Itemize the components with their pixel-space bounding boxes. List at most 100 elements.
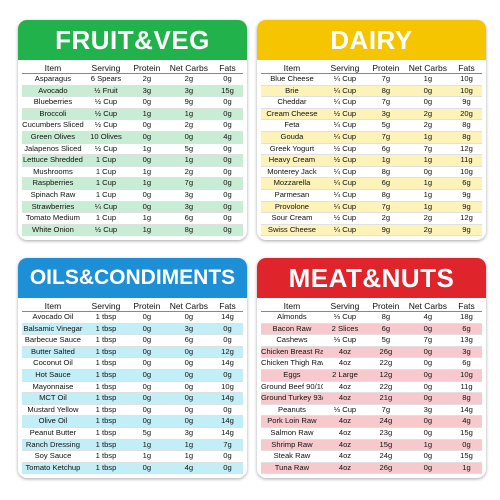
cell-protein: 3g (128, 85, 166, 98)
cell-protein: 24g (367, 415, 405, 428)
table-row: Sour Cream ½ Cup 2g 2g 12g (261, 212, 482, 225)
cell-fats: 0g (212, 450, 243, 463)
cell-fats: 10g (451, 369, 482, 382)
card-fruitveg: FRUIT&VEG Item Serving Protein Net Carbs Fat… (18, 20, 247, 240)
cell-item: Mustard Yellow (22, 404, 84, 417)
table-row: Swiss Cheese ¼ Cup 9g 2g 9g (261, 224, 482, 237)
cell-fats: 4g (451, 415, 482, 428)
table-row: Cucumbers Sliced ½ Cup 0g 2g 0g (22, 119, 243, 132)
cell-protein: 7g (367, 201, 405, 214)
table-row: Asparagus 6 Spears 2g 2g 0g (22, 73, 243, 86)
cell-item: Spinach Raw (22, 189, 84, 202)
cell-item: Chicken Thigh Raw (261, 357, 323, 370)
table-row: Cashews ⅓ Cup 5g 7g 13g (261, 334, 482, 347)
cell-fats: 15g (451, 450, 482, 463)
table-row: Raspberries 1 Cup 1g 7g 0g (22, 177, 243, 190)
cell-serving: 4oz (322, 392, 368, 405)
cell-fats: 0g (212, 119, 243, 132)
cell-net-carbs: 1g (404, 154, 452, 167)
cell-serving: 2 Slices (322, 323, 368, 336)
table-row: Blueberries ½ Cup 0g 9g 0g (22, 96, 243, 109)
cell-protein: 22g (367, 357, 405, 370)
cell-item: Cashews (261, 334, 323, 347)
cell-net-carbs: 0g (165, 131, 213, 144)
cell-net-carbs: 0g (404, 427, 452, 440)
cell-protein: 0g (128, 323, 166, 336)
column-header-item: Item (261, 300, 323, 312)
table-row: Heavy Cream ½ Cup 1g 1g 11g (261, 154, 482, 167)
cell-serving: ¼ Cup (322, 177, 368, 190)
cell-serving: 1 tbsp (83, 381, 129, 394)
nutrition-table-meat: Item Serving Protein Net Carbs Fats Almonds ⅓… (261, 300, 482, 475)
cell-serving: ½ Cup (322, 108, 368, 121)
cell-serving: ½ Cup (83, 143, 129, 156)
cell-serving: 1 tbsp (83, 369, 129, 382)
table-row: Spinach Raw 1 Cup 0g 3g 0g (22, 189, 243, 202)
cell-serving: 4oz (322, 381, 368, 394)
cell-protein: 2g (128, 73, 166, 86)
cell-protein: 0g (128, 392, 166, 405)
cell-net-carbs: 0g (404, 346, 452, 359)
cell-item: Sour Cream (261, 212, 323, 225)
cell-item: Coconut Oil (22, 357, 84, 370)
column-header-fats: Fats (212, 300, 243, 312)
cell-serving: 1 Cup (83, 154, 129, 167)
cell-protein: 0g (128, 119, 166, 132)
table-row: Broccoli ½ Cup 1g 1g 0g (22, 108, 243, 121)
cell-fats: 8g (451, 131, 482, 144)
cell-serving: ¼ Cup (322, 119, 368, 132)
cell-net-carbs: 1g (404, 439, 452, 452)
cell-serving: 4oz (322, 462, 368, 475)
card-title-fruitveg: FRUIT&VEG (18, 20, 247, 60)
cell-net-carbs: 1g (404, 131, 452, 144)
table-row: Ground Turkey 93/7 4oz 21g 0g 8g (261, 392, 482, 405)
cell-protein: 1g (128, 450, 166, 463)
cell-item: Avocado Oil (22, 311, 84, 324)
cell-serving: ⅓ Cup (322, 311, 368, 324)
cell-net-carbs: 0g (404, 392, 452, 405)
cell-net-carbs: 1g (165, 154, 213, 167)
cell-protein: 0g (128, 404, 166, 417)
cell-fats: 9g (451, 96, 482, 109)
column-header-net-carbs: Net Carbs (165, 62, 213, 74)
cell-fats: 0g (212, 212, 243, 225)
cell-protein: 21g (367, 392, 405, 405)
cell-net-carbs: 9g (165, 96, 213, 109)
table-row: Mozzarella ¼ Cup 6g 1g 6g (261, 177, 482, 190)
cell-protein: 8g (367, 311, 405, 324)
cell-item: Ranch Dressing (22, 439, 84, 452)
cell-net-carbs: 1g (165, 439, 213, 452)
cell-net-carbs: 0g (165, 369, 213, 382)
cell-net-carbs: 0g (404, 381, 452, 394)
cell-fats: 14g (212, 357, 243, 370)
cell-protein: 8g (367, 166, 405, 179)
table-row: Cream Cheese ½ Cup 3g 2g 20g (261, 108, 482, 121)
cell-item: Provolone (261, 201, 323, 214)
cell-item: Peanut Butter (22, 427, 84, 440)
cell-item: Tomato Medium (22, 212, 84, 225)
card-dairy: DAIRY Item Serving Protein Net Carbs Fats Bl… (257, 20, 486, 240)
cell-net-carbs: 0g (404, 323, 452, 336)
column-header-serving: Serving (83, 300, 129, 312)
cell-item: Ground Beef 90/10 (261, 381, 323, 394)
cell-item: Strawberries (22, 201, 84, 214)
cell-serving: 1 tbsp (83, 323, 129, 336)
cell-net-carbs: 3g (165, 85, 213, 98)
cell-fats: 6g (451, 323, 482, 336)
cell-protein: 15g (367, 439, 405, 452)
cell-protein: 1g (128, 224, 166, 237)
cell-protein: 0g (128, 369, 166, 382)
cell-item: Cucumbers Sliced (22, 119, 84, 132)
column-header-net-carbs: Net Carbs (165, 300, 213, 312)
table-row: Olive Oil 1 tbsp 0g 0g 14g (22, 415, 243, 428)
cell-fats: 0g (212, 334, 243, 347)
cell-item: Peanuts (261, 404, 323, 417)
cell-item: Greek Yogurt (261, 143, 323, 156)
cell-item: Bacon Raw (261, 323, 323, 336)
card-title-oils: OILS&CONDIMENTS (18, 258, 247, 298)
cell-fats: 11g (451, 154, 482, 167)
cell-serving: ¼ Cup (322, 166, 368, 179)
cell-serving: ½ Cup (322, 212, 368, 225)
cell-fats: 14g (451, 404, 482, 417)
cell-fats: 12g (451, 143, 482, 156)
